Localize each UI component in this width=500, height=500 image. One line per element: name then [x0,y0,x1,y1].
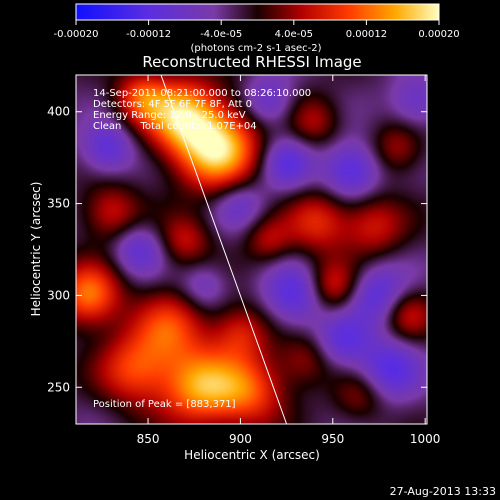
colorbar-tick-label: -0.00020 [54,29,99,40]
annotation-detectors: Detectors: 4F 5F 6F 7F 8F, Att 0 [93,99,252,110]
y-axis-ticks: 250 300 350 400 [47,105,427,394]
colorbar-units: (photons cm-2 s-1 asec-2) [190,43,321,54]
annotations: 14-Sep-2011 08:21:00.000 to 08:26:10.000… [93,88,311,410]
x-axis-label: Heliocentric X (arcsec) [184,448,320,462]
y-tick-label: 350 [47,197,70,211]
annotation-peak-position: Position of Peak = [883,371] [93,399,236,410]
colorbar-gradient [75,3,440,21]
colorbar-tick-label: 4.0e-05 [275,29,313,40]
x-tick-label: 950 [321,432,344,446]
annotation-clean-counts: Clean Total counts: 1.07E+04 [93,121,257,132]
colorbar-tick-label: -0.00012 [126,29,171,40]
plot-area: 850 900 950 1000 250 300 350 400 [47,74,441,446]
y-tick-label: 400 [47,105,70,119]
colorbar-tick-label: 0.00012 [346,29,387,40]
colorbar-tick-label: -4.0e-05 [200,29,242,40]
heatmap-image [76,75,427,424]
x-tick-label: 1000 [410,432,441,446]
chart-title: Reconstructed RHESSI Image [142,53,361,71]
x-axis-ticks: 850 900 950 1000 [137,75,441,446]
colorbar-tick-label: 0.00020 [418,29,459,40]
annotation-time-range: 14-Sep-2011 08:21:00.000 to 08:26:10.000 [93,88,311,99]
y-axis-label: Heliocentric Y (arcsec) [29,182,43,317]
x-tick-label: 850 [137,432,160,446]
plot-frame [75,74,428,425]
limb-line [160,75,288,424]
y-tick-label: 250 [47,380,70,394]
y-tick-label: 300 [47,288,70,302]
x-tick-label: 900 [229,432,252,446]
colorbar: -0.00020 -0.00012 -4.0e-05 4.0e-05 0.00012 0.… [54,3,460,54]
colorbar-ticks: -0.00020 -0.00012 -4.0e-05 4.0e-05 0.00012 0.… [54,20,460,40]
annotation-energy-range: Energy Range: 12.0 - 25.0 keV [93,110,246,121]
footer-timestamp: 27-Aug-2013 13:33 [390,485,496,498]
